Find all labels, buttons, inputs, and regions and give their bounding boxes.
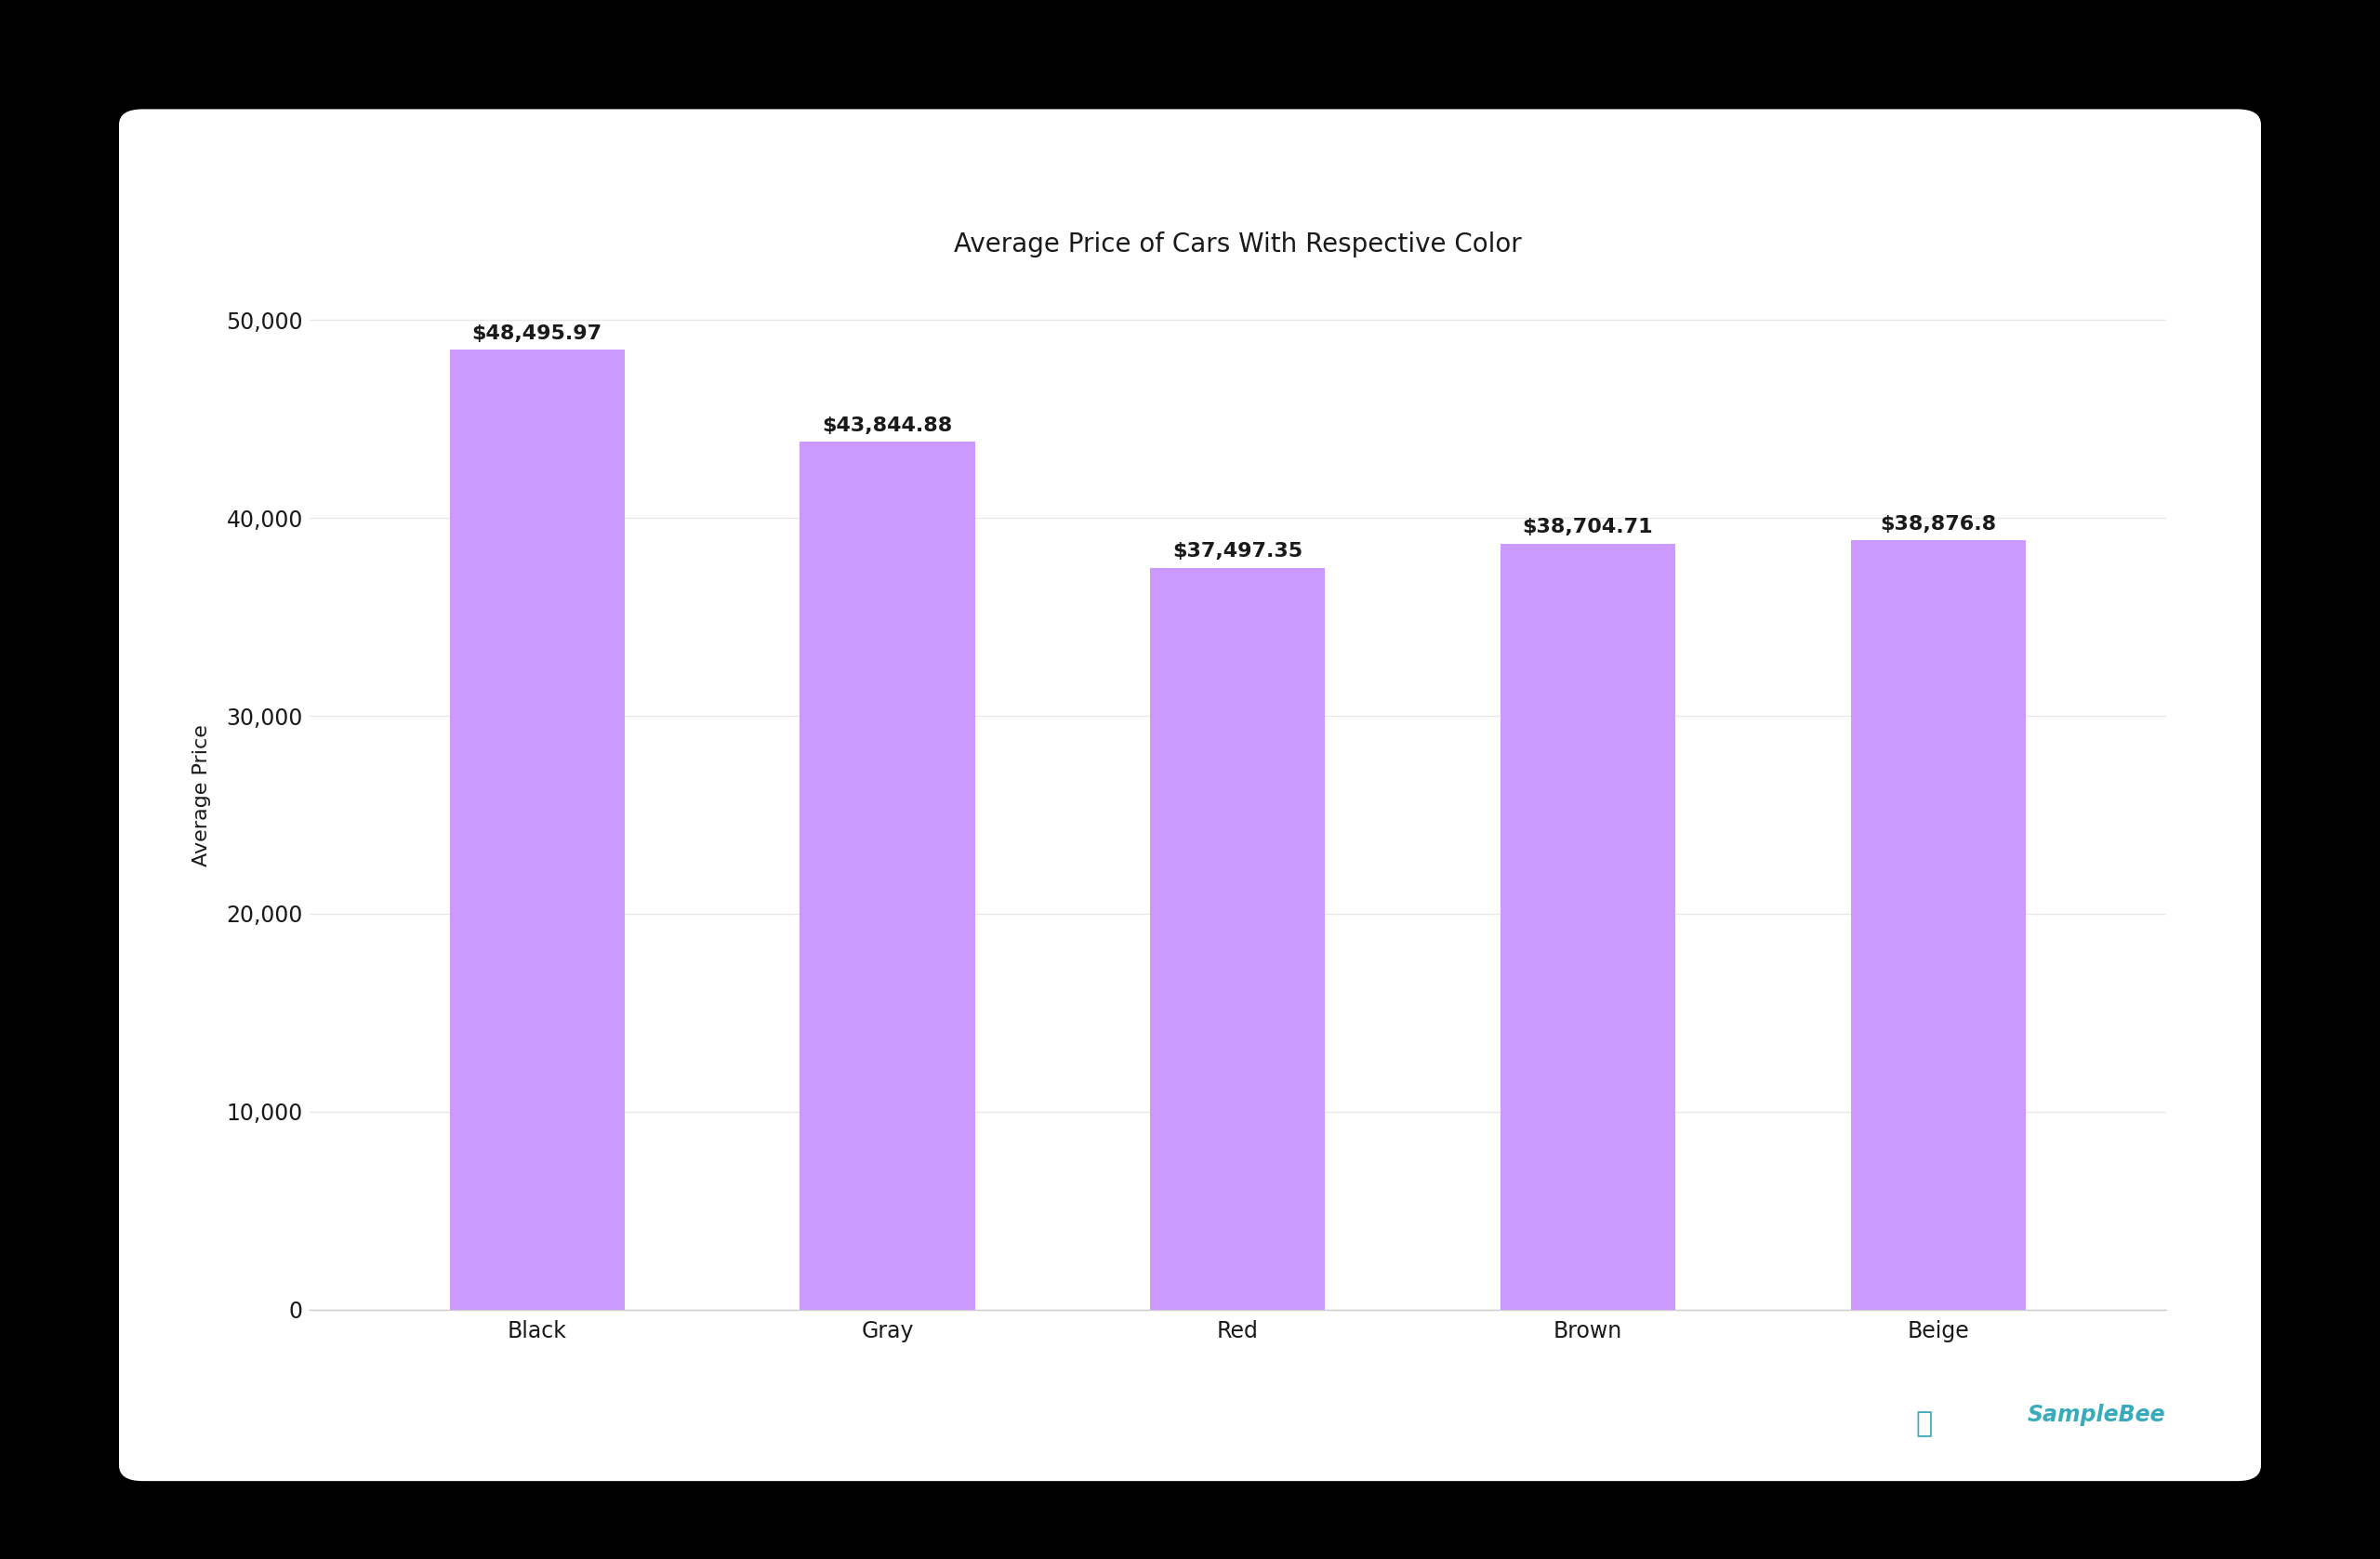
Text: $37,497.35: $37,497.35 — [1173, 543, 1302, 561]
Bar — [1852, 541, 2025, 1310]
Y-axis label: Average Price: Average Price — [193, 723, 212, 867]
Text: $43,844.88: $43,844.88 — [821, 416, 952, 435]
Title: Average Price of Cars With Respective Color: Average Price of Cars With Respective Co… — [954, 232, 1521, 257]
Bar — [450, 349, 624, 1310]
Bar — [1150, 567, 1326, 1310]
Text: $38,876.8: $38,876.8 — [1880, 514, 1997, 533]
Text: $48,495.97: $48,495.97 — [471, 324, 602, 343]
Text: SampleBee: SampleBee — [2028, 1405, 2166, 1426]
Bar — [800, 443, 976, 1310]
Text: $38,704.71: $38,704.71 — [1523, 518, 1654, 536]
Text: ⛨: ⛨ — [1916, 1411, 1933, 1437]
Bar — [1499, 544, 1676, 1310]
